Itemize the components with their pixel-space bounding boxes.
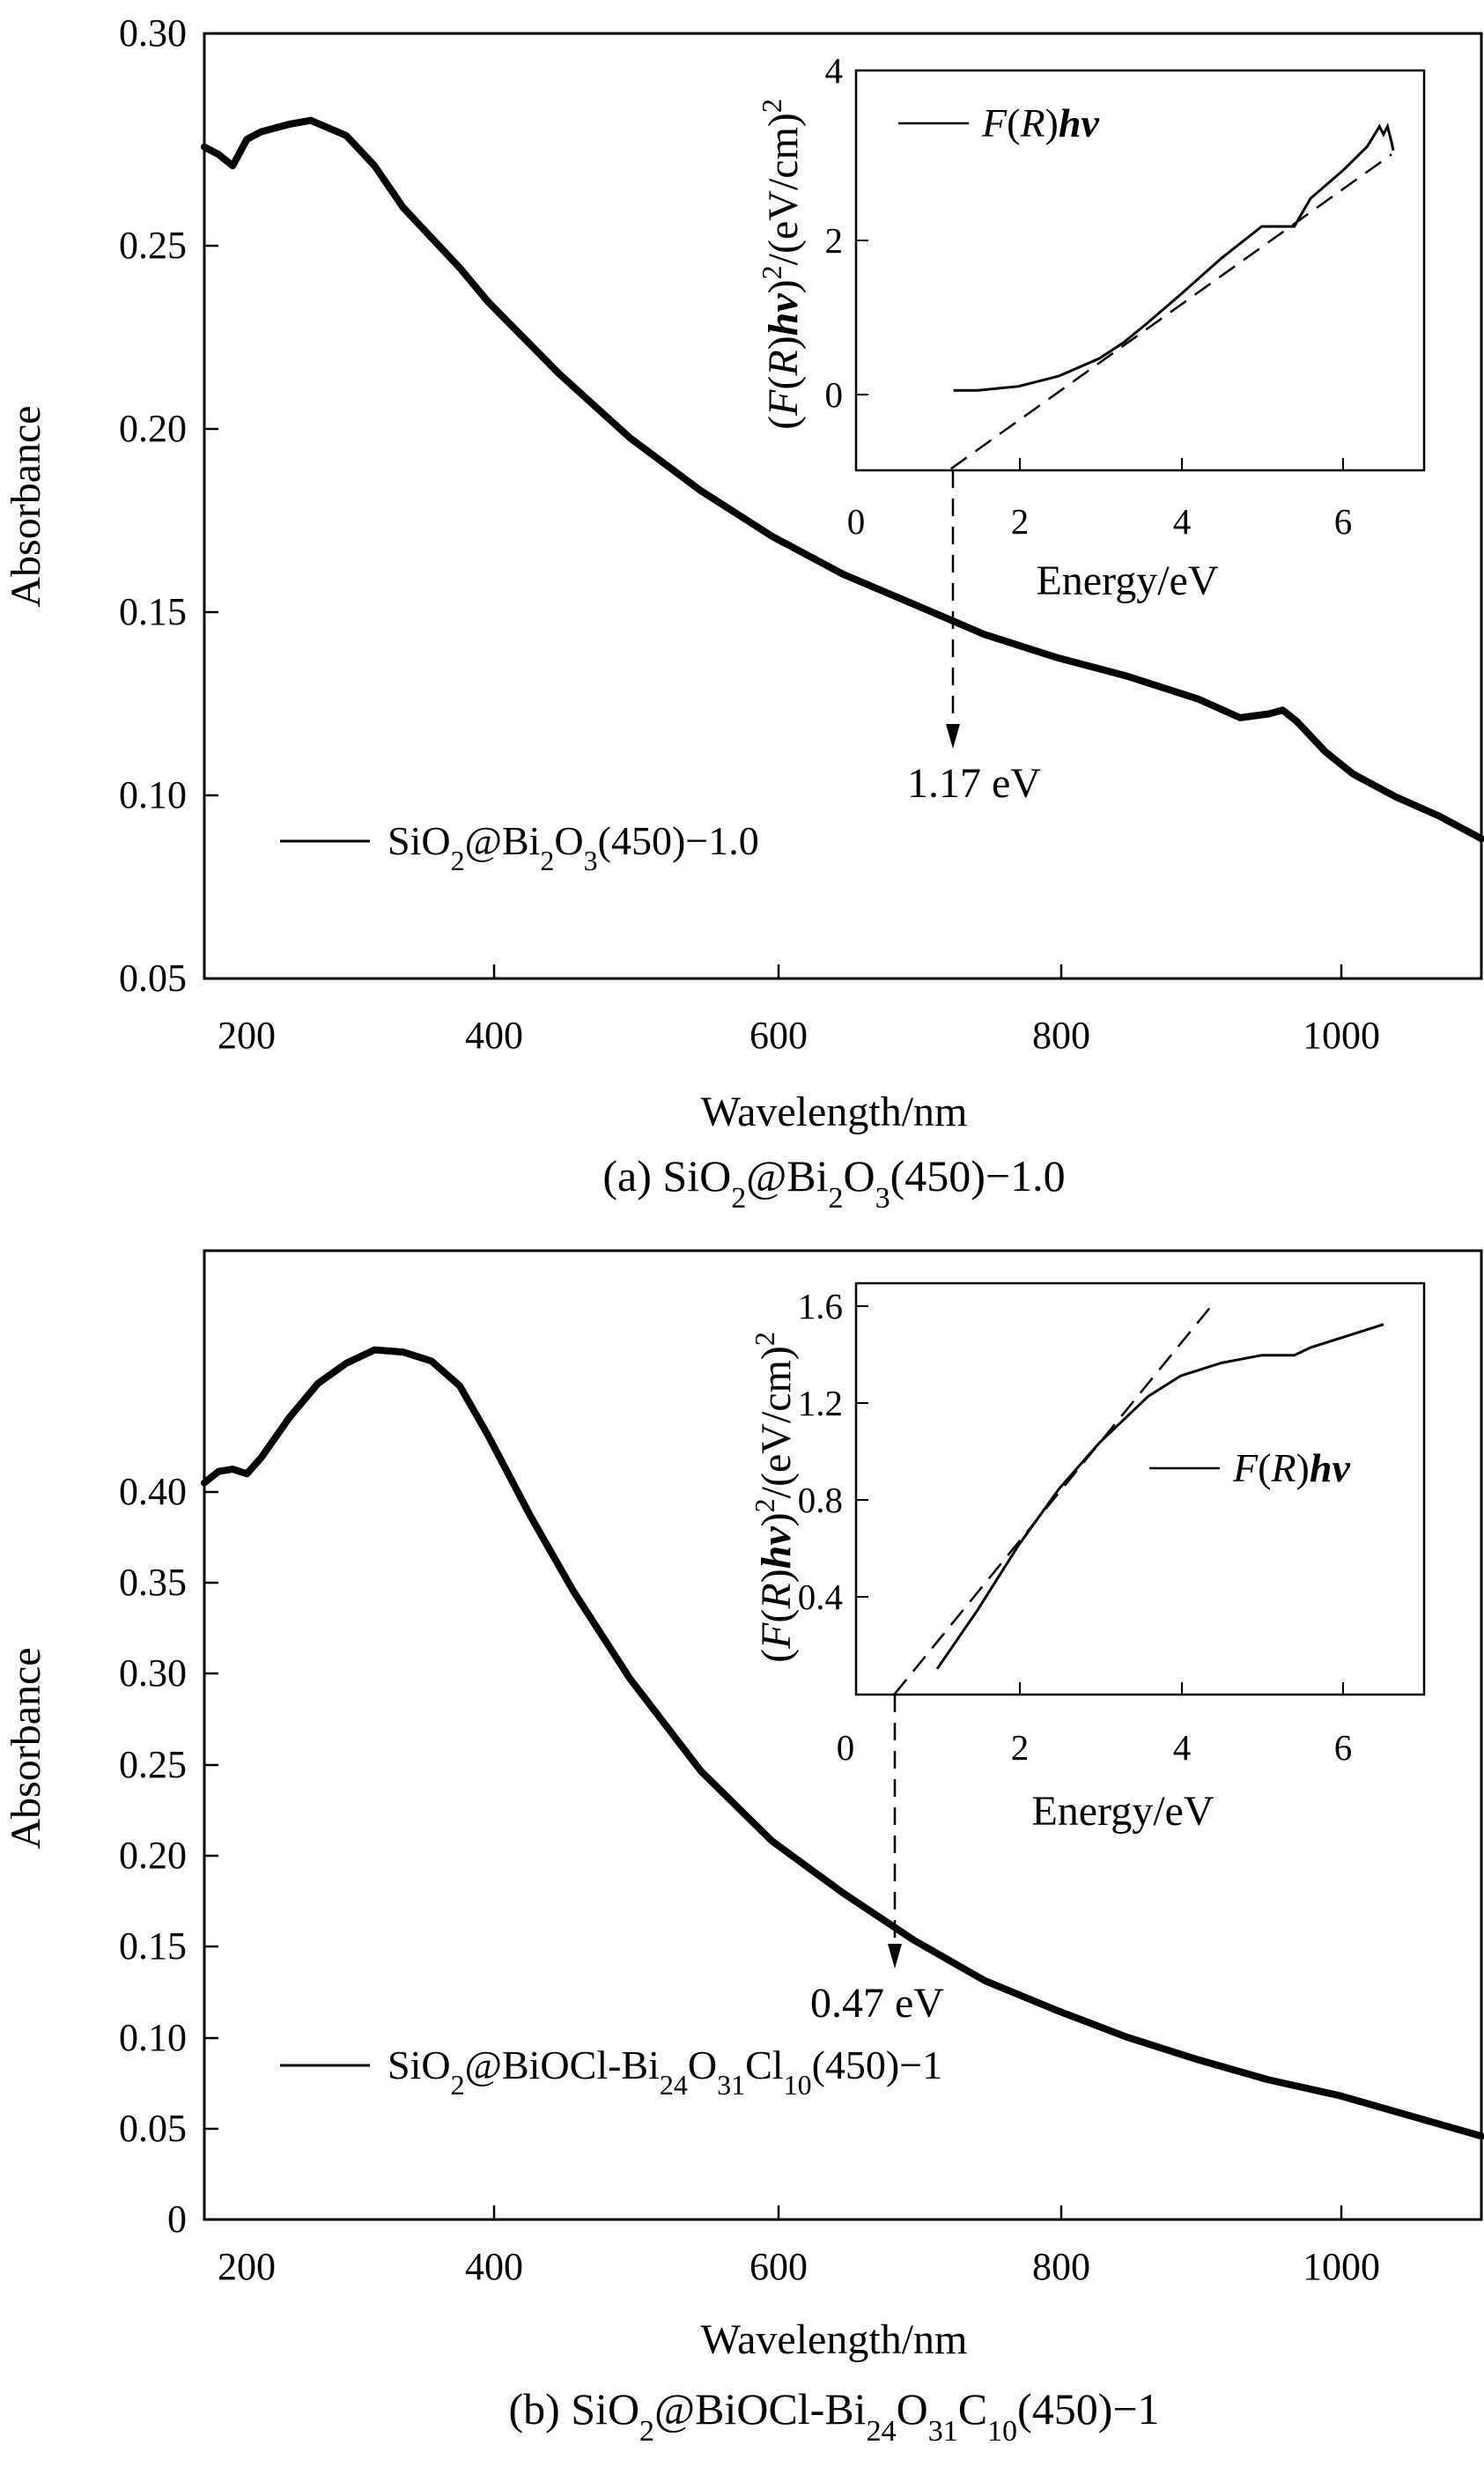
panel-a-ylabel: Absorbance: [3, 405, 49, 607]
panel-a-bandgap-arrowhead: [946, 724, 960, 749]
panel-b-ytick-label-5: 0.25: [119, 1743, 187, 1786]
panel-a-inset-legend-label: F(R)hv: [981, 100, 1099, 145]
panel-a-plot-frame: [203, 32, 1483, 980]
panel-a-inset-xlabel: Energy/eV: [1036, 558, 1218, 604]
panel-b-ytick-label-8: 0.40: [119, 1470, 187, 1513]
panel-b-x-ticks: 200 400 600 800 1000: [203, 2205, 1380, 2288]
panel-b-inset-series-line: [935, 1323, 1384, 1670]
panel-b-xtick-label-4: 1000: [1303, 2245, 1380, 2288]
panel-b-inset-xtick-label-1: 2: [1011, 1727, 1030, 1768]
panel-b-xlabel: Wavelength/nm: [701, 2316, 968, 2363]
panel-a-inset-ytick-label-0: 0: [825, 374, 844, 415]
panel-b-inset-xtick-label-3: 6: [1334, 1727, 1353, 1768]
panel-a-y-ticks: 0.05 0.10 0.15 0.20 0.25 0.30: [119, 11, 218, 1000]
panel-b-bandgap-label: 0.47 eV: [810, 1980, 944, 2027]
panel-a-ytick-label-2: 0.15: [119, 590, 187, 633]
panel-b-legend: SiO2@BiOCl-Bi24O31Cl10(450)−1: [280, 2042, 942, 2101]
panel-b-inset-frame: [854, 1282, 1426, 1696]
panel-a-inset-series-line: [953, 122, 1395, 392]
panel-a-inset-frame: [854, 69, 1426, 472]
panel-a-ytick-label-1: 0.10: [119, 773, 187, 816]
panel-b-inset: 0.4 0.8 1.2 1.6 0 2 4 6 Energy/eV (F(R)h…: [749, 1282, 1426, 1835]
panel-b-y-ticks: 0 0.05 0.10 0.15 0.20 0.25 0.30 0.35 0.4…: [119, 1470, 218, 2241]
panel-a-inset-ylabel: (F(R)hv)2/(eV/cm)2: [756, 99, 807, 430]
panel-b: 0 0.05 0.10 0.15 0.20 0.25 0.30 0.35 0.4…: [3, 1249, 1484, 2448]
panel-b-inset-ytick-label-0: 0.4: [798, 1577, 843, 1617]
panel-a-legend-label: SiO2@Bi2O3(450)−1.0: [388, 818, 759, 876]
panel-a-inset-xtick-label-3: 6: [1334, 501, 1353, 542]
panel-a-ytick-label-5: 0.30: [119, 11, 187, 55]
panel-a-bandgap-annotation: 1.17 eV: [907, 470, 1041, 807]
panel-b-ylabel: Absorbance: [3, 1647, 49, 1849]
panel-b-bandgap-arrowhead: [888, 1944, 902, 1968]
panel-a: 0.05 0.10 0.15 0.20 0.25 0.30 200 400 60…: [3, 11, 1484, 1215]
panel-a-inset: 0 2 4 0 2 4 6 Energy/eV (F(R)hv)2/(eV/cm…: [756, 50, 1426, 604]
panel-b-xtick-label-0: 200: [218, 2245, 276, 2288]
panel-b-ytick-label-1: 0.05: [119, 2107, 187, 2150]
panel-a-inset-ytick-label-2: 4: [825, 50, 844, 91]
panel-b-inset-legend-label: F(R)hv: [1232, 1445, 1350, 1490]
panel-b-series-line: [201, 1346, 1484, 2140]
panel-a-caption: (a) SiO2@Bi2O3(450)−1.0: [602, 1151, 1065, 1215]
panel-a-series-line: [201, 116, 1484, 843]
panel-b-ytick-label-3: 0.15: [119, 1924, 187, 1968]
panel-b-ytick-label-6: 0.30: [119, 1651, 187, 1695]
panel-a-inset-fit-line: [950, 153, 1392, 470]
panel-b-ytick-label-7: 0.35: [119, 1561, 187, 1604]
panel-a-inset-xtick-label-2: 4: [1173, 501, 1192, 542]
panel-a-xtick-label-2: 600: [749, 1014, 808, 1057]
panel-a-xtick-label-4: 1000: [1303, 1014, 1380, 1057]
panel-a-x-ticks: 200 400 600 800 1000: [203, 964, 1380, 1057]
panel-b-inset-xlabel: Energy/eV: [1031, 1788, 1214, 1835]
panel-b-xtick-label-3: 800: [1032, 2245, 1090, 2288]
panel-a-xtick-label-0: 200: [218, 1014, 276, 1057]
panel-a-inset-ytick-label-1: 2: [825, 220, 844, 261]
panel-a-xtick-label-1: 400: [465, 1014, 523, 1057]
panel-b-inset-ylabel: (F(R)hv)2/(eV/cm)2: [749, 1332, 800, 1663]
panel-a-ytick-label-3: 0.20: [119, 407, 187, 450]
panel-b-ytick-label-4: 0.20: [119, 1834, 187, 1877]
panel-b-legend-label: SiO2@BiOCl-Bi24O31Cl10(450)−1: [388, 2042, 942, 2101]
panel-b-inset-fit-line: [893, 1303, 1215, 1695]
panel-a-legend: SiO2@Bi2O3(450)−1.0: [280, 818, 759, 876]
panel-b-caption: (b) SiO2@BiOCl-Bi24O31C10(450)−1: [508, 2384, 1159, 2448]
panel-b-xtick-label-1: 400: [465, 2245, 523, 2288]
panel-b-inset-ytick-label-1: 0.8: [798, 1480, 843, 1520]
panel-b-ytick-label-0: 0: [167, 2197, 187, 2241]
panel-a-bandgap-label: 1.17 eV: [907, 760, 1041, 807]
panel-a-inset-xtick-label-1: 2: [1011, 501, 1030, 542]
panel-b-inset-xtick-label-0: 0: [837, 1727, 855, 1768]
panel-b-inset-ytick-label-2: 1.2: [798, 1383, 843, 1423]
panel-a-ytick-label-0: 0.05: [119, 957, 187, 1000]
panel-b-bandgap-annotation: 0.47 eV: [810, 1695, 944, 2027]
panel-b-ytick-label-2: 0.10: [119, 2016, 187, 2059]
panel-a-xlabel: Wavelength/nm: [701, 1089, 968, 1135]
panel-b-xtick-label-2: 600: [749, 2245, 808, 2288]
panel-b-inset-xtick-label-2: 4: [1173, 1727, 1192, 1768]
panel-a-inset-xtick-label-0: 0: [847, 501, 866, 542]
panel-a-xtick-label-3: 800: [1032, 1014, 1090, 1057]
panel-b-plot-frame: [203, 1249, 1483, 2221]
panel-b-inset-ytick-label-3: 1.6: [798, 1286, 843, 1326]
panel-a-ytick-label-4: 0.25: [119, 224, 187, 267]
